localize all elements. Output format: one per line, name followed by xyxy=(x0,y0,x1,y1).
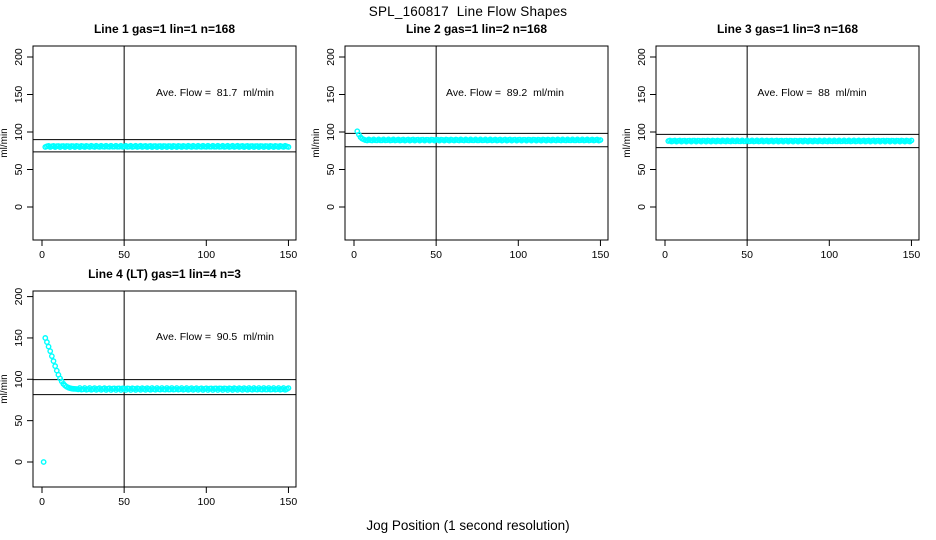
x-tick-label: 100 xyxy=(198,249,216,261)
y-axis-label: ml/min xyxy=(622,128,633,157)
y-tick-label: 150 xyxy=(13,329,25,347)
y-tick-label: 150 xyxy=(13,86,25,104)
y-tick-label: 0 xyxy=(13,459,25,465)
x-tick-label: 50 xyxy=(430,249,442,261)
data-point xyxy=(285,144,292,150)
y-tick-label: 200 xyxy=(636,48,648,66)
y-tick-label: 100 xyxy=(13,370,25,388)
panel-2-plot: 0 50 100 150 0 50 100 150 200 ml/min xyxy=(311,45,610,261)
data-point xyxy=(44,339,50,345)
data-point xyxy=(45,343,52,350)
x-tick-label: 0 xyxy=(662,249,668,261)
data-point xyxy=(40,459,47,465)
y-tick-label: 100 xyxy=(636,123,648,141)
data-point xyxy=(52,363,59,369)
panel-1-title: Line 1 gas=1 lin=1 n=168 xyxy=(93,22,236,36)
y-tick-label: 50 xyxy=(325,164,337,176)
data-point xyxy=(597,137,604,143)
x-tick-label: 50 xyxy=(118,249,130,261)
x-tick-label: 150 xyxy=(592,249,610,261)
plot-box xyxy=(655,45,920,241)
x-tick-label: 0 xyxy=(351,249,357,261)
panel-1-plot: 0 50 100 150 0 50 100 150 200 ml/min xyxy=(0,45,298,261)
data-point xyxy=(48,353,55,360)
y-axis-label: ml/min xyxy=(311,128,322,157)
panel-2-ave-flow-annotation: Ave. Flow = 89.2 ml/min xyxy=(446,87,564,99)
x-tick-label: 50 xyxy=(741,249,753,261)
y-tick-label: 50 xyxy=(13,415,25,427)
figure-title: SPL_160817 Line Flow Shapes xyxy=(368,4,568,19)
y-tick-label: 100 xyxy=(13,123,25,141)
y-tick-label: 50 xyxy=(636,164,648,176)
panel-3-plot: 0 50 100 150 0 50 100 150 200 ml/min xyxy=(622,45,921,261)
data-point xyxy=(908,137,915,144)
x-tick-label: 150 xyxy=(280,496,298,508)
panel-4-title: Line 4 (LT) gas=1 lin=4 n=3 xyxy=(88,267,241,281)
x-axis-label: Jog Position (1 second resolution) xyxy=(366,518,570,533)
panel-3-title: Line 3 gas=1 lin=3 n=168 xyxy=(716,22,859,36)
panel-2-title: Line 2 gas=1 lin=2 n=168 xyxy=(405,22,548,36)
x-tick-label: 0 xyxy=(39,496,45,508)
plot-box xyxy=(32,290,297,488)
y-tick-label: 150 xyxy=(325,86,337,104)
panel-3-ave-flow-annotation: Ave. Flow = 88 ml/min xyxy=(757,87,867,99)
panel-4-plot: 0 50 100 150 0 50 100 150 200 ml/min xyxy=(0,288,297,508)
x-tick-label: 150 xyxy=(280,249,298,261)
y-axis-label: ml/min xyxy=(0,128,10,157)
plot-box xyxy=(344,45,609,241)
x-tick-label: 50 xyxy=(118,496,130,508)
data-point xyxy=(47,348,54,355)
y-tick-label: 50 xyxy=(13,164,25,176)
panel-4-ave-flow-annotation: Ave. Flow = 90.5 ml/min xyxy=(156,331,274,343)
x-tick-label: 0 xyxy=(39,249,45,261)
y-axis-label: ml/min xyxy=(0,374,10,403)
x-tick-label: 100 xyxy=(510,249,528,261)
panel-1-ave-flow-annotation: Ave. Flow = 81.7 ml/min xyxy=(156,87,274,99)
x-tick-label: 100 xyxy=(198,496,216,508)
y-tick-label: 0 xyxy=(325,204,337,210)
y-tick-label: 0 xyxy=(636,204,648,210)
y-tick-label: 200 xyxy=(325,48,337,66)
plot-box xyxy=(32,45,297,241)
data-point xyxy=(50,358,57,365)
x-tick-label: 100 xyxy=(821,249,839,261)
data-point xyxy=(285,385,292,391)
y-tick-label: 100 xyxy=(325,123,337,141)
y-tick-label: 200 xyxy=(13,288,25,306)
y-tick-label: 150 xyxy=(636,86,648,104)
y-tick-label: 0 xyxy=(13,204,25,210)
x-tick-label: 150 xyxy=(903,249,921,261)
y-tick-label: 200 xyxy=(13,48,25,66)
